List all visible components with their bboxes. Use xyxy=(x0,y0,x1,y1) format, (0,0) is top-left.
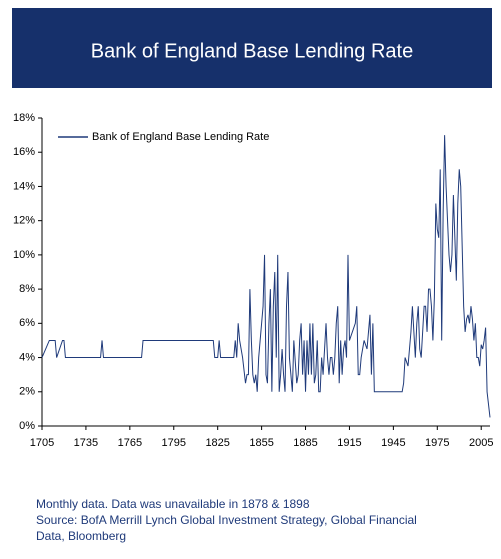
x-tick-label: 1885 xyxy=(293,437,317,449)
y-tick-label: 2% xyxy=(19,386,35,398)
y-tick-label: 6% xyxy=(19,317,35,329)
x-tick-label: 2005 xyxy=(469,437,493,449)
header-band xyxy=(12,8,492,88)
y-tick-label: 16% xyxy=(13,146,35,158)
chart-title: Bank of England Base Lending Rate xyxy=(91,40,413,62)
x-tick-label: 1855 xyxy=(249,437,273,449)
x-tick-label: 1735 xyxy=(74,437,98,449)
x-tick-label: 1705 xyxy=(30,437,54,449)
y-tick-label: 8% xyxy=(19,283,35,295)
x-tick-label: 1795 xyxy=(162,437,186,449)
x-tick-label: 1825 xyxy=(205,437,229,449)
data-line xyxy=(41,135,491,418)
note: Data, Bloomberg xyxy=(36,529,126,543)
y-tick-label: 0% xyxy=(19,420,35,432)
x-tick-label: 1915 xyxy=(337,437,361,449)
y-tick-label: 12% xyxy=(13,215,35,227)
x-tick-label: 1765 xyxy=(118,437,142,449)
y-tick-label: 10% xyxy=(13,249,35,261)
note: Source: BofA Merrill Lynch Global Invest… xyxy=(36,513,417,527)
note: Monthly data. Data was unavailable in 18… xyxy=(36,497,310,511)
legend-label: Bank of England Base Lending Rate xyxy=(92,131,269,143)
y-tick-label: 18% xyxy=(13,112,35,124)
x-tick-label: 1945 xyxy=(381,437,405,449)
y-tick-label: 4% xyxy=(19,351,35,363)
x-tick-label: 1975 xyxy=(425,437,449,449)
y-tick-label: 14% xyxy=(13,180,35,192)
